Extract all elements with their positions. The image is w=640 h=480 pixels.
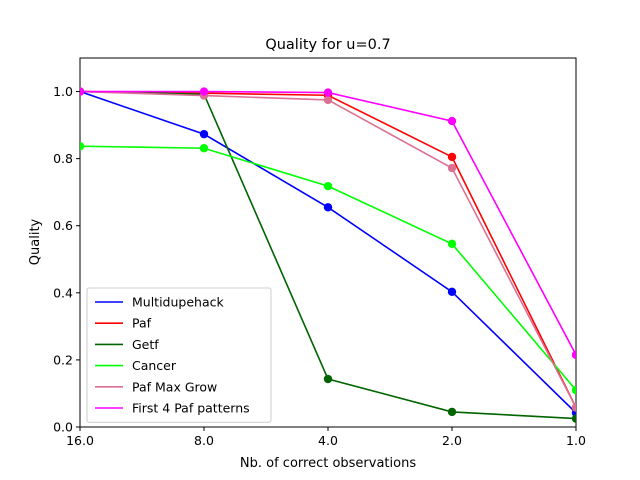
data-point bbox=[447, 152, 457, 162]
data-point bbox=[80, 87, 85, 96]
data-point bbox=[199, 87, 209, 96]
x-tick-label: 16.0 bbox=[66, 433, 94, 448]
x-tick-label: 2.0 bbox=[442, 433, 462, 448]
x-axis-label: Nb. of correct observations bbox=[240, 456, 416, 471]
legend-label: Multidupehack bbox=[132, 295, 224, 310]
legend-label: Paf Max Grow bbox=[132, 379, 217, 394]
series-group bbox=[80, 87, 576, 423]
y-tick-label: 0.6 bbox=[53, 218, 73, 233]
data-point bbox=[199, 144, 209, 153]
data-point bbox=[323, 181, 333, 191]
y-tick-label: 0.0 bbox=[53, 420, 73, 435]
data-point bbox=[447, 163, 457, 173]
legend: Multidupehack Paf Getf Cancer Paf Max Grow Fi… bbox=[86, 287, 272, 423]
y-axis-label: Quality bbox=[28, 218, 43, 265]
data-point bbox=[571, 403, 576, 412]
legend-label: First 4 Paf patterns bbox=[132, 401, 250, 416]
y-tick-label: 1.0 bbox=[53, 84, 73, 99]
x-tick-label: 8.0 bbox=[194, 433, 214, 448]
data-point bbox=[571, 414, 576, 423]
y-tick-label: 0.2 bbox=[53, 352, 73, 367]
data-point bbox=[447, 407, 457, 417]
x-tick-label: 4.0 bbox=[318, 433, 338, 448]
plot-area: 16.0 8.0 4.0 2.0 1.0 0.0 0.2 0.4 0.6 0.8 1.0 bbox=[53, 57, 586, 448]
y-tick-label: 0.4 bbox=[53, 285, 73, 300]
legend-label: Cancer bbox=[132, 358, 177, 373]
y-tick-label: 0.8 bbox=[53, 151, 73, 166]
data-point bbox=[571, 385, 576, 395]
data-point bbox=[199, 129, 209, 139]
chart-title: Quality for u=0.7 bbox=[265, 37, 390, 53]
data-point bbox=[571, 350, 576, 360]
legend-box bbox=[86, 287, 272, 423]
legend-label: Paf bbox=[132, 316, 152, 331]
data-point bbox=[447, 239, 457, 249]
data-point bbox=[447, 287, 457, 297]
data-point bbox=[80, 142, 85, 151]
legend-label: Getf bbox=[132, 337, 159, 352]
data-point bbox=[323, 203, 333, 212]
data-point bbox=[323, 374, 333, 384]
data-point bbox=[323, 95, 333, 105]
x-tick-label: 1.0 bbox=[566, 433, 586, 448]
data-point bbox=[447, 116, 457, 126]
data-point bbox=[323, 88, 333, 97]
